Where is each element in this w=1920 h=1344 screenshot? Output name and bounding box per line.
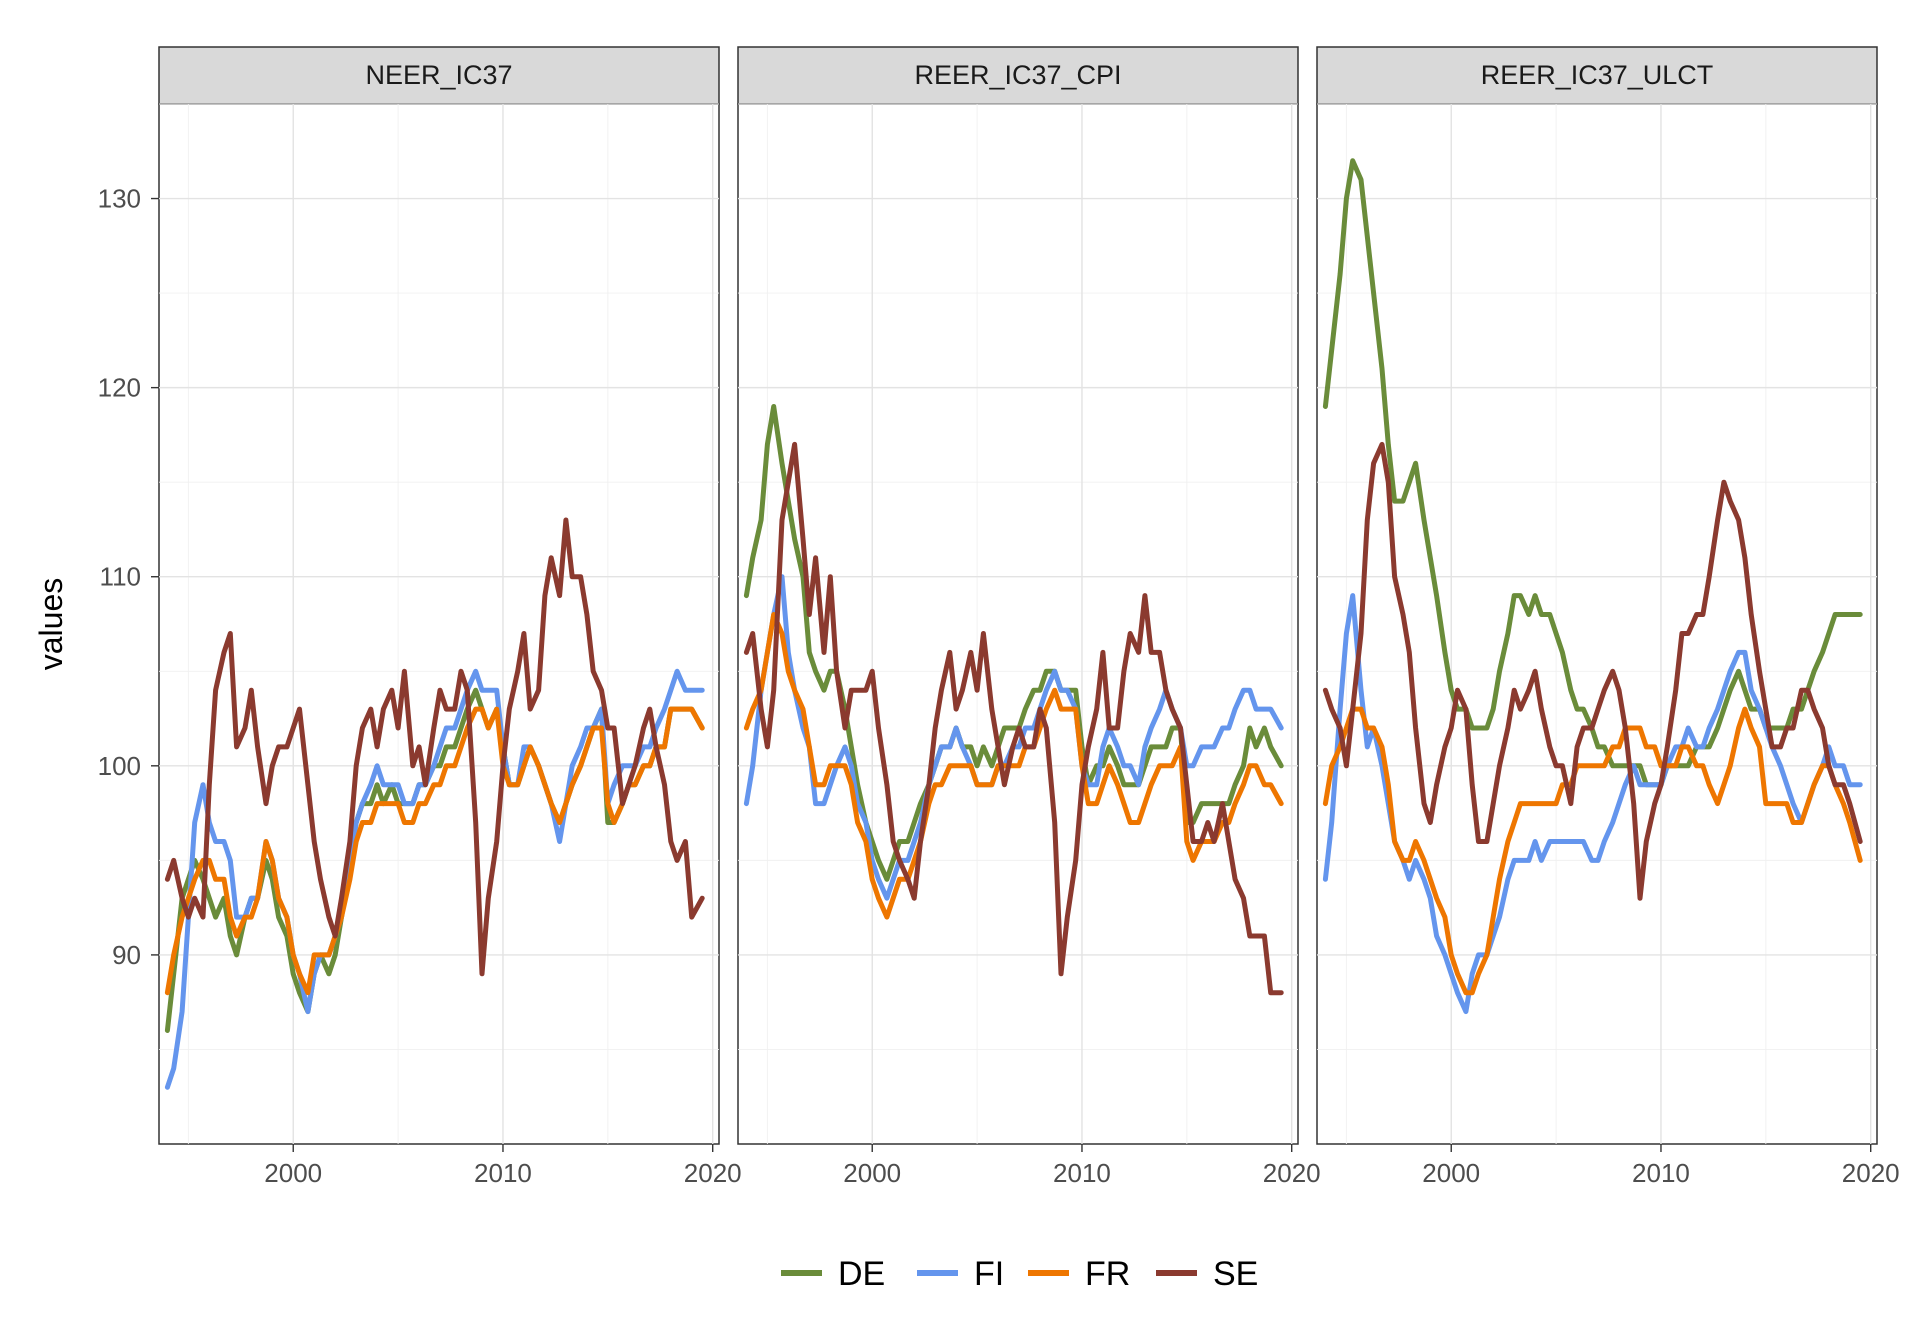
facet-grid-1 [159, 103, 719, 1144]
facet-plot-area-3 [1316, 103, 1878, 1145]
facet-lines-1 [164, 517, 705, 1090]
legend-item-fr: FR [1028, 1255, 1130, 1293]
facet-plot-area-1 [158, 103, 720, 1145]
y-tick-label: 110 [100, 562, 141, 592]
legend-label-fi: FI [974, 1255, 1004, 1293]
x-tick-label: 2000 [1422, 1158, 1480, 1188]
legend: DE FI FR SE [781, 1255, 1258, 1293]
legend-label-fr: FR [1085, 1255, 1130, 1293]
y-axis-title: values [33, 578, 69, 671]
x-tick-label: 2020 [684, 1158, 742, 1188]
facet-strip-2 [737, 46, 1299, 105]
x-axes: 2000 2010 2020 2000 2010 2020 2000 2010 2020 [264, 1144, 1900, 1188]
y-tick-label: 130 [98, 184, 141, 214]
legend-item-fi: FI [917, 1255, 1004, 1293]
facet-lines-3 [1322, 158, 1863, 1015]
facet-strip-3 [1316, 46, 1878, 105]
legend-label-de: DE [838, 1255, 885, 1293]
facet-panel-1: NEER_IC37 [158, 46, 720, 1145]
legend-item-se: SE [1156, 1255, 1258, 1293]
series-line-fr [1322, 706, 1863, 996]
series-line-se [743, 441, 1284, 996]
x-tick-label: 2010 [1632, 1158, 1690, 1188]
x-tick-label: 2010 [1053, 1158, 1111, 1188]
y-tick-label: 90 [112, 940, 141, 970]
series-line-se [1322, 441, 1863, 901]
legend-label-se: SE [1213, 1255, 1258, 1293]
series-line-fr [164, 706, 705, 996]
facet-strip-label-3: REER_IC37_ULCT [1481, 60, 1714, 90]
facet-strip-1 [158, 46, 720, 105]
y-tick-label: 100 [98, 751, 141, 781]
x-tick-label: 2020 [1263, 1158, 1321, 1188]
legend-item-de: DE [781, 1255, 885, 1293]
y-tick-label: 120 [98, 373, 141, 403]
facet-strip-label-2: REER_IC37_CPI [914, 60, 1121, 90]
facet-grid-2 [738, 103, 1298, 1144]
y-axis: 90 100 110 120 130 [98, 184, 159, 970]
x-tick-label: 2020 [1842, 1158, 1900, 1188]
facet-strip-label-1: NEER_IC37 [365, 60, 512, 90]
x-tick-label: 2000 [843, 1158, 901, 1188]
x-tick-label: 2010 [474, 1158, 532, 1188]
facet-lines-2 [743, 404, 1284, 996]
series-line-fr [743, 612, 1284, 920]
facet-panel-2: REER_IC37_CPI [737, 46, 1299, 1145]
series-line-se [164, 517, 705, 977]
x-tick-label: 2000 [264, 1158, 322, 1188]
facet-panel-3: REER_IC37_ULCT [1316, 46, 1878, 1145]
